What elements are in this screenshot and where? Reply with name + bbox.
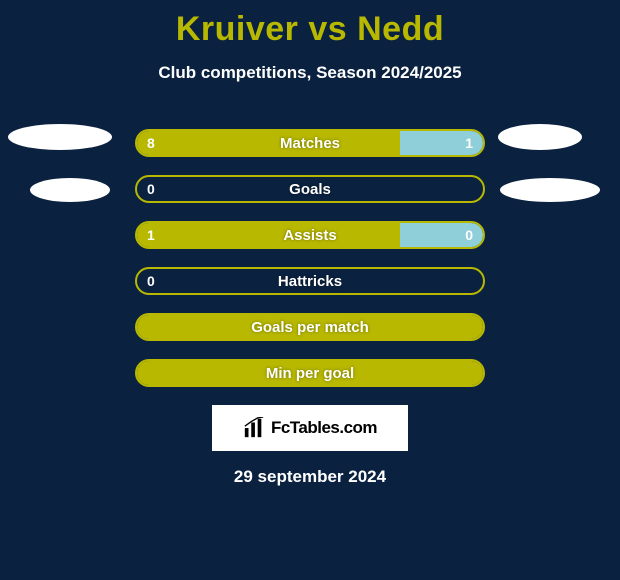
branding-box: FcTables.com <box>212 405 408 451</box>
subtitle: Club competitions, Season 2024/2025 <box>0 63 620 83</box>
bar-label: Goals per match <box>137 315 483 339</box>
bar-label: Min per goal <box>137 361 483 385</box>
stat-bar-assists: 10Assists <box>135 221 485 249</box>
stat-bar-hattricks: 0Hattricks <box>135 267 485 295</box>
bar-label: Assists <box>137 223 483 247</box>
bar-chart-icon <box>243 417 265 439</box>
bar-label: Goals <box>137 177 483 201</box>
bar-label: Hattricks <box>137 269 483 293</box>
decorative-ellipse <box>498 124 582 150</box>
bar-label: Matches <box>137 131 483 155</box>
date-label: 29 september 2024 <box>0 467 620 487</box>
stat-bar-min-per-goal: Min per goal <box>135 359 485 387</box>
stat-bar-goals-per-match: Goals per match <box>135 313 485 341</box>
stat-bar-goals: 0Goals <box>135 175 485 203</box>
decorative-ellipse <box>500 178 600 202</box>
decorative-ellipse <box>8 124 112 150</box>
page-title: Kruiver vs Nedd <box>0 0 620 49</box>
decorative-ellipse <box>30 178 110 202</box>
comparison-bars: 81Matches 0Goals 10Assists 0Hattricks Goals … <box>0 129 620 387</box>
branding-text: FcTables.com <box>271 418 377 438</box>
stat-bar-matches: 81Matches <box>135 129 485 157</box>
